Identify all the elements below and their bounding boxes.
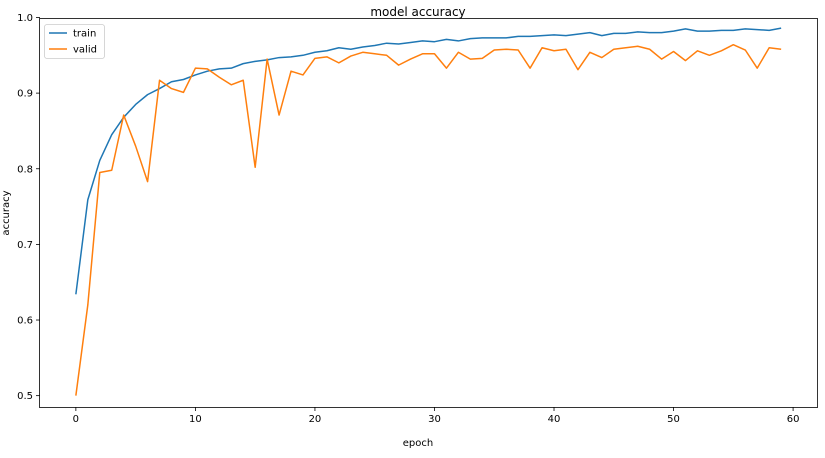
y-tick-label: 0.6: [17, 316, 33, 327]
chart-title: model accuracy: [370, 5, 465, 19]
plot-frame: [39, 18, 818, 408]
x-tick-label: 10: [189, 414, 202, 425]
series-line-valid: [75, 43, 782, 396]
x-axis-label: epoch: [403, 438, 433, 449]
legend-label-valid: valid: [73, 45, 97, 56]
y-tick-label: 0.5: [17, 391, 33, 402]
x-tick-label: 20: [309, 414, 322, 425]
x-tick-label: 60: [787, 414, 800, 425]
x-tick-label: 40: [548, 414, 561, 425]
y-tick-label: 0.9: [17, 89, 33, 100]
y-axis-label: accuracy: [1, 190, 12, 235]
x-tick-label: 50: [667, 414, 680, 425]
y-tick-label: 0.7: [17, 240, 33, 251]
y-tick-label: 0.8: [17, 164, 33, 175]
y-axis-ticks: 0.5 0.6 0.7 0.8 0.9 1.0: [17, 13, 40, 402]
y-tick-label: 1.0: [17, 13, 33, 24]
series-line-train: [75, 27, 782, 295]
x-axis-ticks: 0 10 20 30 40 50 60: [73, 407, 800, 425]
legend: train valid: [44, 24, 105, 59]
x-tick-label: 30: [428, 414, 441, 425]
legend-label-train: train: [73, 29, 96, 40]
plot-lines: [75, 27, 782, 396]
x-tick-label: 0: [73, 414, 79, 425]
